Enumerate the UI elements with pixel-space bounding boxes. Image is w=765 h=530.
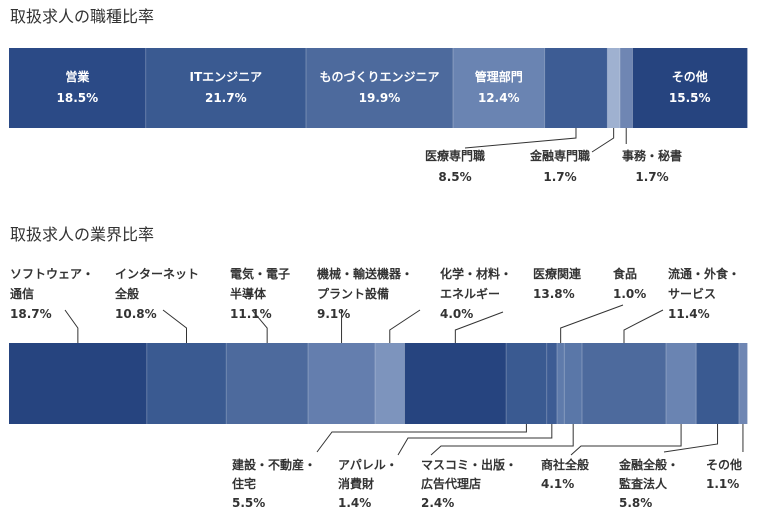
industry-top-value: 11.1%	[230, 307, 272, 321]
industry-bottom-label: 金融全般・	[618, 457, 679, 472]
industry-top-label: サービス	[668, 286, 716, 301]
industry-bar-segment	[375, 343, 405, 424]
occupation-segment-value: 12.4%	[478, 91, 520, 105]
industry-bar-segment	[9, 343, 148, 424]
industry-top-label: 通信	[10, 286, 34, 301]
industry-callout-line	[623, 309, 664, 343]
industry-top-value: 13.8%	[533, 287, 575, 301]
occupation-bar-segment	[305, 48, 454, 128]
industry-bar-segment	[582, 343, 667, 424]
occupation-callout-line	[591, 128, 615, 153]
industry-top-label: 化学・材料・	[440, 266, 512, 281]
occupation-segment-value: 21.7%	[205, 91, 247, 105]
occupation-bar-segment	[544, 48, 608, 128]
occupation-segment-value: 15.5%	[669, 91, 711, 105]
industry-bar-segment	[404, 343, 507, 424]
industry-top-value: 10.8%	[115, 307, 157, 321]
occupation-callout-value: 8.5%	[438, 170, 471, 184]
industry-chart-title: 取扱求人の業界比率	[10, 225, 154, 244]
occupation-callout-label: 金融専門職	[529, 148, 590, 163]
occupation-segment-label: 営業	[65, 69, 90, 84]
industry-top-label: 全般	[114, 286, 139, 301]
industry-callout-line	[430, 424, 574, 456]
industry-top-value: 1.0%	[613, 287, 646, 301]
industry-callout-line	[397, 424, 553, 456]
occupation-segment-label: ITエンジニア	[189, 70, 262, 84]
industry-callout-line	[570, 424, 682, 456]
industry-bottom-value: 4.1%	[541, 477, 574, 491]
industry-bar-segment	[564, 343, 583, 424]
occupation-segment-value: 19.9%	[359, 91, 401, 105]
industry-bottom-value: 1.4%	[338, 496, 371, 510]
industry-bottom-label: その他	[706, 457, 742, 472]
occupation-chart: 営業 18.5% ITエンジニア 21.7% ものづくりエンジニア 19.9% 管理部門 12…	[9, 48, 748, 184]
industry-top-label: プラント設備	[317, 286, 389, 301]
occupation-callout-label: 医療専門職	[425, 148, 485, 163]
industry-bottom-label: 商社全般	[541, 457, 589, 472]
industry-callout-line	[251, 309, 268, 343]
industry-bottom-label: マスコミ・出版・	[421, 457, 517, 472]
industry-bottom-value: 2.4%	[421, 496, 454, 510]
occupation-segment-label: その他	[672, 69, 708, 84]
occupation-segment-label: 管理部門	[475, 69, 523, 84]
occupation-bar-segment	[452, 48, 545, 128]
industry-top-label: 食品	[612, 266, 637, 281]
industry-top-label: 半導体	[230, 286, 267, 301]
industry-top-label: 流通・外食・	[668, 266, 740, 281]
industry-top-label: ソフトウェア・	[10, 267, 94, 281]
industry-bar-segment	[546, 343, 558, 424]
industry-bottom-value: 5.8%	[619, 496, 652, 510]
industry-top-label: 医療関連	[533, 266, 582, 281]
industry-bar-segment	[226, 343, 309, 424]
occupation-bar-segment	[632, 48, 748, 128]
industry-bottom-label: 住宅	[232, 476, 256, 491]
industry-bottom-value: 1.1%	[706, 477, 739, 491]
industry-callout-line	[663, 424, 719, 453]
occupation-bar-segment	[619, 48, 633, 128]
industry-callout-line	[316, 424, 527, 453]
occupation-bar-segment	[145, 48, 307, 128]
occupation-callout-label: 事務・秘書	[622, 148, 682, 163]
occupation-bar-segment	[9, 48, 147, 128]
industry-callout-line	[560, 304, 624, 343]
industry-bar-segment	[665, 343, 697, 424]
industry-top-label: 機械・輸送機器・	[317, 266, 413, 281]
industry-bottom-label: 広告代理店	[421, 476, 481, 491]
industry-callout-line	[162, 309, 188, 343]
industry-bottom-label: アパレル・	[338, 458, 398, 472]
occupation-callout-line	[464, 128, 577, 149]
industry-top-label: インターネット	[115, 267, 199, 281]
industry-top-value: 18.7%	[10, 307, 52, 321]
occupation-callout-value: 1.7%	[543, 170, 576, 184]
industry-top-label: 電気・電子	[230, 266, 290, 281]
industry-bar-segment	[738, 343, 748, 424]
industry-callout-line	[454, 311, 504, 343]
industry-callout-line	[389, 309, 421, 343]
industry-callout-line	[64, 309, 79, 343]
occupation-chart-title: 取扱求人の職種比率	[10, 7, 154, 26]
industry-bottom-label: 消費財	[338, 476, 374, 491]
industry-bottom-value: 5.5%	[232, 496, 265, 510]
industry-top-value: 9.1%	[317, 307, 350, 321]
occupation-callout-value: 1.7%	[635, 170, 668, 184]
industry-bottom-label: 監査法人	[619, 476, 668, 491]
occupation-segment-value: 18.5%	[57, 91, 99, 105]
industry-bar-segment	[146, 343, 227, 424]
industry-top-label: エネルギー	[440, 286, 500, 301]
industry-bar-segment	[556, 343, 565, 424]
industry-bar-segment	[308, 343, 376, 424]
industry-bar-segment	[696, 343, 740, 424]
occupation-segment-label: ものづくりエンジニア	[319, 69, 439, 84]
industry-bar-segment	[506, 343, 548, 424]
industry-top-value: 11.4%	[668, 307, 710, 321]
occupation-bar-segment	[607, 48, 621, 128]
industry-bottom-label: 建設・不動産・	[231, 457, 316, 472]
industry-top-value: 4.0%	[440, 307, 473, 321]
